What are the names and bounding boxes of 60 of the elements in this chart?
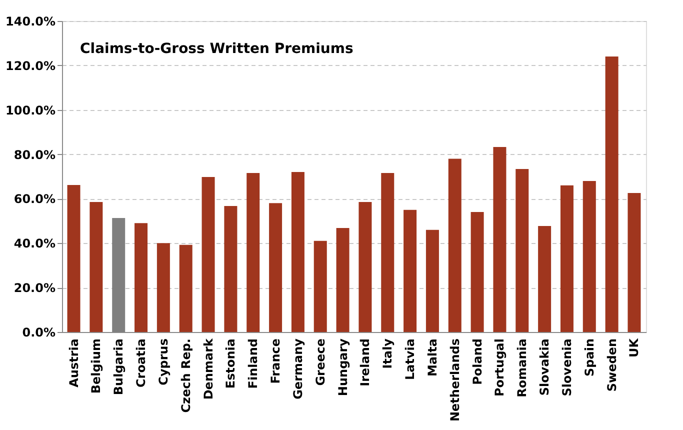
bar xyxy=(291,172,304,332)
bar xyxy=(582,180,596,332)
x-tick-label: Ireland xyxy=(358,338,372,386)
x-tick-label: Netherlands xyxy=(448,338,462,422)
y-tick-label: 20.0% xyxy=(14,281,56,296)
bar xyxy=(224,206,238,332)
bar xyxy=(314,240,327,332)
bar xyxy=(493,146,506,332)
bar xyxy=(156,243,170,332)
y-tick-label: 60.0% xyxy=(14,192,56,206)
x-tick-label: Belgium xyxy=(89,338,104,394)
bar xyxy=(628,192,641,332)
bar xyxy=(516,168,529,332)
x-tick-label: Estonia xyxy=(224,338,238,389)
bar xyxy=(246,172,260,332)
x-tick-label: Germany xyxy=(290,338,305,400)
x-tick-label: Italy xyxy=(380,338,395,369)
x-tick-label: Poland xyxy=(470,338,484,385)
bar xyxy=(404,210,417,332)
bar xyxy=(269,203,282,332)
x-tick-label: Greece xyxy=(313,338,328,386)
x-tick-label: France xyxy=(268,338,283,384)
bar xyxy=(426,230,439,332)
bar xyxy=(470,212,484,332)
x-tick-label: Cyprus xyxy=(156,338,170,386)
x-tick-label: Slovenia xyxy=(560,338,574,396)
x-tick-label: Austria xyxy=(66,338,81,388)
bar xyxy=(134,223,148,332)
text: Claims-to-Gross Written Premiums xyxy=(80,41,354,57)
y-tick-label: 40.0% xyxy=(14,236,56,251)
bar xyxy=(448,158,462,332)
y-tick-label: 80.0% xyxy=(14,148,56,162)
x-tick-label: Malta xyxy=(425,338,440,376)
y-tick-label: 140.0% xyxy=(6,14,56,28)
x-tick-label: Croatia xyxy=(134,338,148,388)
x-tick-label: Denmark xyxy=(201,337,216,400)
bar xyxy=(381,172,394,332)
x-tick-label: Romania xyxy=(515,338,530,398)
x-tick-label: Spain xyxy=(582,338,596,376)
x-tick-label: Latvia xyxy=(403,338,418,380)
x-tick-label: Portugal xyxy=(492,338,507,397)
bar xyxy=(67,184,80,332)
y-tick-label: 120.0% xyxy=(6,58,56,73)
bar xyxy=(336,228,350,332)
x-tick-label: Czech Rep. xyxy=(178,338,193,413)
bar xyxy=(538,226,552,332)
bar xyxy=(90,202,103,332)
x-tick-label: Hungary xyxy=(336,338,350,396)
bar xyxy=(202,176,215,332)
x-tick-label: Sweden xyxy=(604,338,619,392)
bar xyxy=(179,244,192,332)
y-tick-label: 100.0% xyxy=(6,103,56,118)
x-tick-label: Finland xyxy=(246,338,260,389)
bar xyxy=(358,202,372,332)
bar xyxy=(605,56,618,332)
x-tick-label: Bulgaria xyxy=(112,338,126,396)
x-tick-label: Slovakia xyxy=(538,338,552,396)
x-tick-label: UK xyxy=(627,338,642,358)
bar xyxy=(560,185,574,332)
y-tick-label: 0.0% xyxy=(22,326,56,340)
